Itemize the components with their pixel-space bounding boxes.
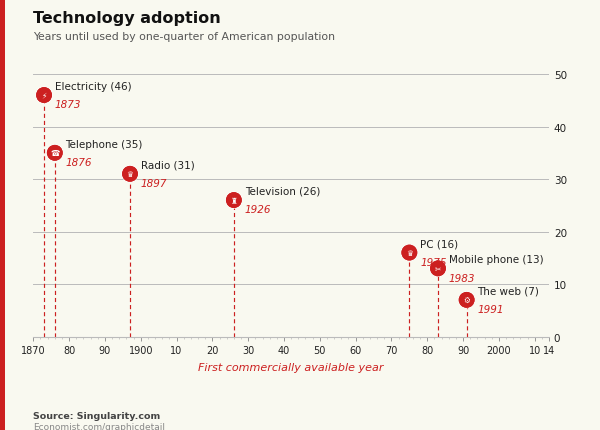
Text: Source: Singularity.com: Source: Singularity.com [33,411,160,420]
Text: Electricity (46): Electricity (46) [55,82,131,92]
Point [404,249,414,256]
Point [433,265,443,272]
Point [404,249,414,256]
Point [433,265,443,272]
Text: 1926: 1926 [245,205,271,215]
Point [229,197,239,204]
Text: Economist.com/graphicdetail: Economist.com/graphicdetail [33,422,165,430]
Text: Television (26): Television (26) [245,187,320,197]
Point [229,197,239,204]
Text: Technology adoption: Technology adoption [33,11,221,26]
Point [50,150,59,157]
Text: ⚙: ⚙ [463,296,470,304]
Text: ⚡: ⚡ [41,91,47,100]
Text: ✂: ✂ [435,264,441,273]
Point [433,265,443,272]
Text: Radio (31): Radio (31) [141,160,194,170]
Point [404,249,414,256]
Point [462,297,472,304]
Point [462,297,472,304]
Point [229,197,239,204]
Text: 1991: 1991 [478,304,504,314]
Text: Years until used by one-quarter of American population: Years until used by one-quarter of Ameri… [33,32,335,42]
Point [125,171,135,178]
Text: 1873: 1873 [55,100,82,110]
Text: 1975: 1975 [420,257,446,267]
Text: The web (7): The web (7) [478,286,539,296]
Text: 1897: 1897 [141,178,167,189]
Point [462,297,472,304]
Point [50,150,59,157]
Text: ♜: ♜ [230,196,238,205]
Text: 1983: 1983 [449,273,475,283]
Point [39,92,49,99]
Text: ☎: ☎ [50,149,59,158]
X-axis label: First commercially available year: First commercially available year [199,362,384,372]
Text: PC (16): PC (16) [420,239,458,249]
Point [39,92,49,99]
Point [50,150,59,157]
Text: 1876: 1876 [65,158,92,168]
Point [125,171,135,178]
Point [125,171,135,178]
Text: Telephone (35): Telephone (35) [65,139,143,149]
Text: Mobile phone (13): Mobile phone (13) [449,255,544,264]
Point [39,92,49,99]
Text: ♛: ♛ [127,170,133,179]
Text: ♛: ♛ [406,249,413,258]
